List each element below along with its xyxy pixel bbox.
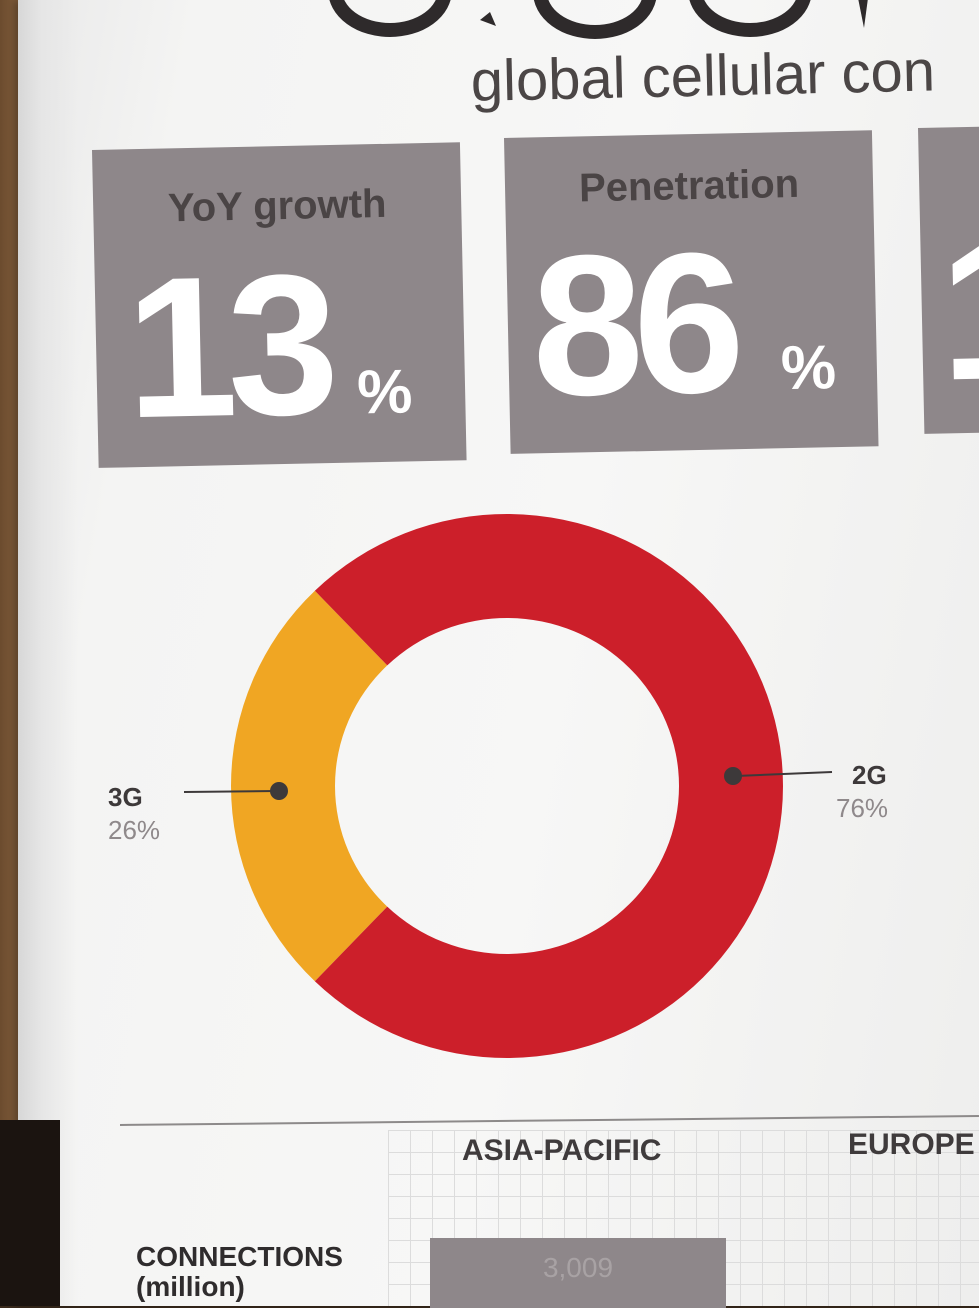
donut-slice-2g (314, 514, 783, 1058)
slice-value-2g: 76% (836, 793, 889, 823)
callout-dot-3g (270, 782, 288, 800)
column-header-asia-pacific: ASIA-PACIFIC (462, 1134, 662, 1167)
slice-label-3g: 3G (108, 782, 143, 812)
row-label-line1: CONNECTIONS (136, 1241, 343, 1272)
row-label-line2: (million) (136, 1271, 245, 1302)
slice-value-3g: 26% (108, 815, 161, 845)
donut-slice-3g (231, 590, 388, 982)
callout-line-2g (735, 771, 833, 777)
callout-line-3g (183, 790, 277, 793)
slice-label-2g: 2G (852, 760, 887, 790)
dark-desk-corner (0, 1120, 60, 1306)
cell-value: 3,009 (542, 1252, 614, 1283)
page-edge-shadow (18, 0, 78, 1306)
callout-dot-2g (724, 767, 742, 785)
table-cell-asia-connections: 3,009 (430, 1238, 726, 1308)
column-header-europe: EUROPE (848, 1128, 975, 1161)
cut-off-headline-digits (329, 0, 868, 39)
row-label-connections: CONNECTIONS (million) (136, 1242, 343, 1302)
